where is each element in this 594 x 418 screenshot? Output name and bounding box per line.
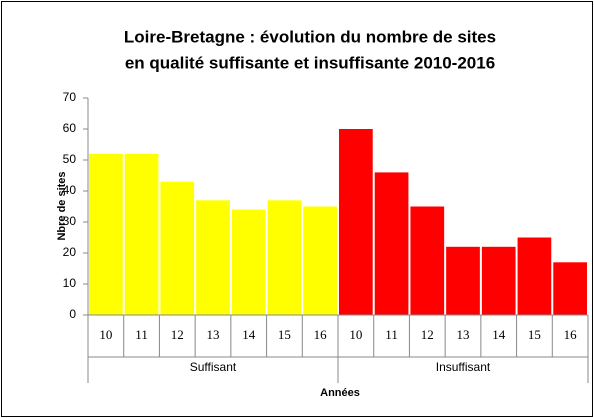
x-tick-label: 16 bbox=[314, 327, 328, 342]
x-tick-label: 11 bbox=[135, 327, 148, 342]
bar bbox=[231, 209, 266, 315]
x-tick-label: 15 bbox=[278, 327, 291, 342]
legend-label: Insuffisant bbox=[436, 360, 491, 374]
legend-label: Suffisant bbox=[190, 360, 237, 374]
x-tick-label: 10 bbox=[349, 327, 362, 342]
y-tick-label: 10 bbox=[63, 276, 77, 290]
x-tick-label: 11 bbox=[385, 327, 398, 342]
bar bbox=[267, 200, 302, 315]
x-axis-label: Années bbox=[320, 387, 360, 399]
bar bbox=[410, 206, 445, 315]
x-tick-label: 15 bbox=[528, 327, 541, 342]
bar bbox=[339, 129, 373, 315]
bar bbox=[124, 153, 159, 315]
x-tick-label: 10 bbox=[99, 327, 112, 342]
x-tick-label: 14 bbox=[492, 327, 506, 342]
x-tick-label: 13 bbox=[457, 327, 470, 342]
x-tick-label: 12 bbox=[421, 327, 434, 342]
bar bbox=[446, 246, 480, 315]
x-tick-label: 13 bbox=[207, 327, 220, 342]
x-tick-label: 14 bbox=[242, 327, 256, 342]
chart-title: en qualité suffisante et insuffisante 20… bbox=[125, 53, 495, 72]
y-tick-label: 20 bbox=[63, 245, 77, 259]
bar bbox=[303, 206, 337, 315]
bar bbox=[517, 237, 552, 315]
y-tick-label: 50 bbox=[63, 152, 77, 166]
bar bbox=[89, 153, 123, 315]
bar bbox=[481, 246, 516, 315]
y-tick-label: 40 bbox=[63, 183, 77, 197]
y-tick-label: 0 bbox=[69, 307, 76, 321]
bar bbox=[196, 200, 230, 315]
y-tick-label: 60 bbox=[63, 121, 77, 135]
y-tick-label: 30 bbox=[63, 214, 77, 228]
bar bbox=[553, 262, 587, 315]
bar bbox=[374, 172, 409, 315]
x-tick-label: 16 bbox=[564, 327, 578, 342]
x-tick-label: 12 bbox=[171, 327, 184, 342]
y-axis-label: Nbre de sites bbox=[56, 171, 68, 240]
chart-title: Loire-Bretagne : évolution du nombre de … bbox=[124, 27, 496, 46]
bar bbox=[160, 181, 195, 315]
y-tick-label: 70 bbox=[63, 90, 77, 104]
